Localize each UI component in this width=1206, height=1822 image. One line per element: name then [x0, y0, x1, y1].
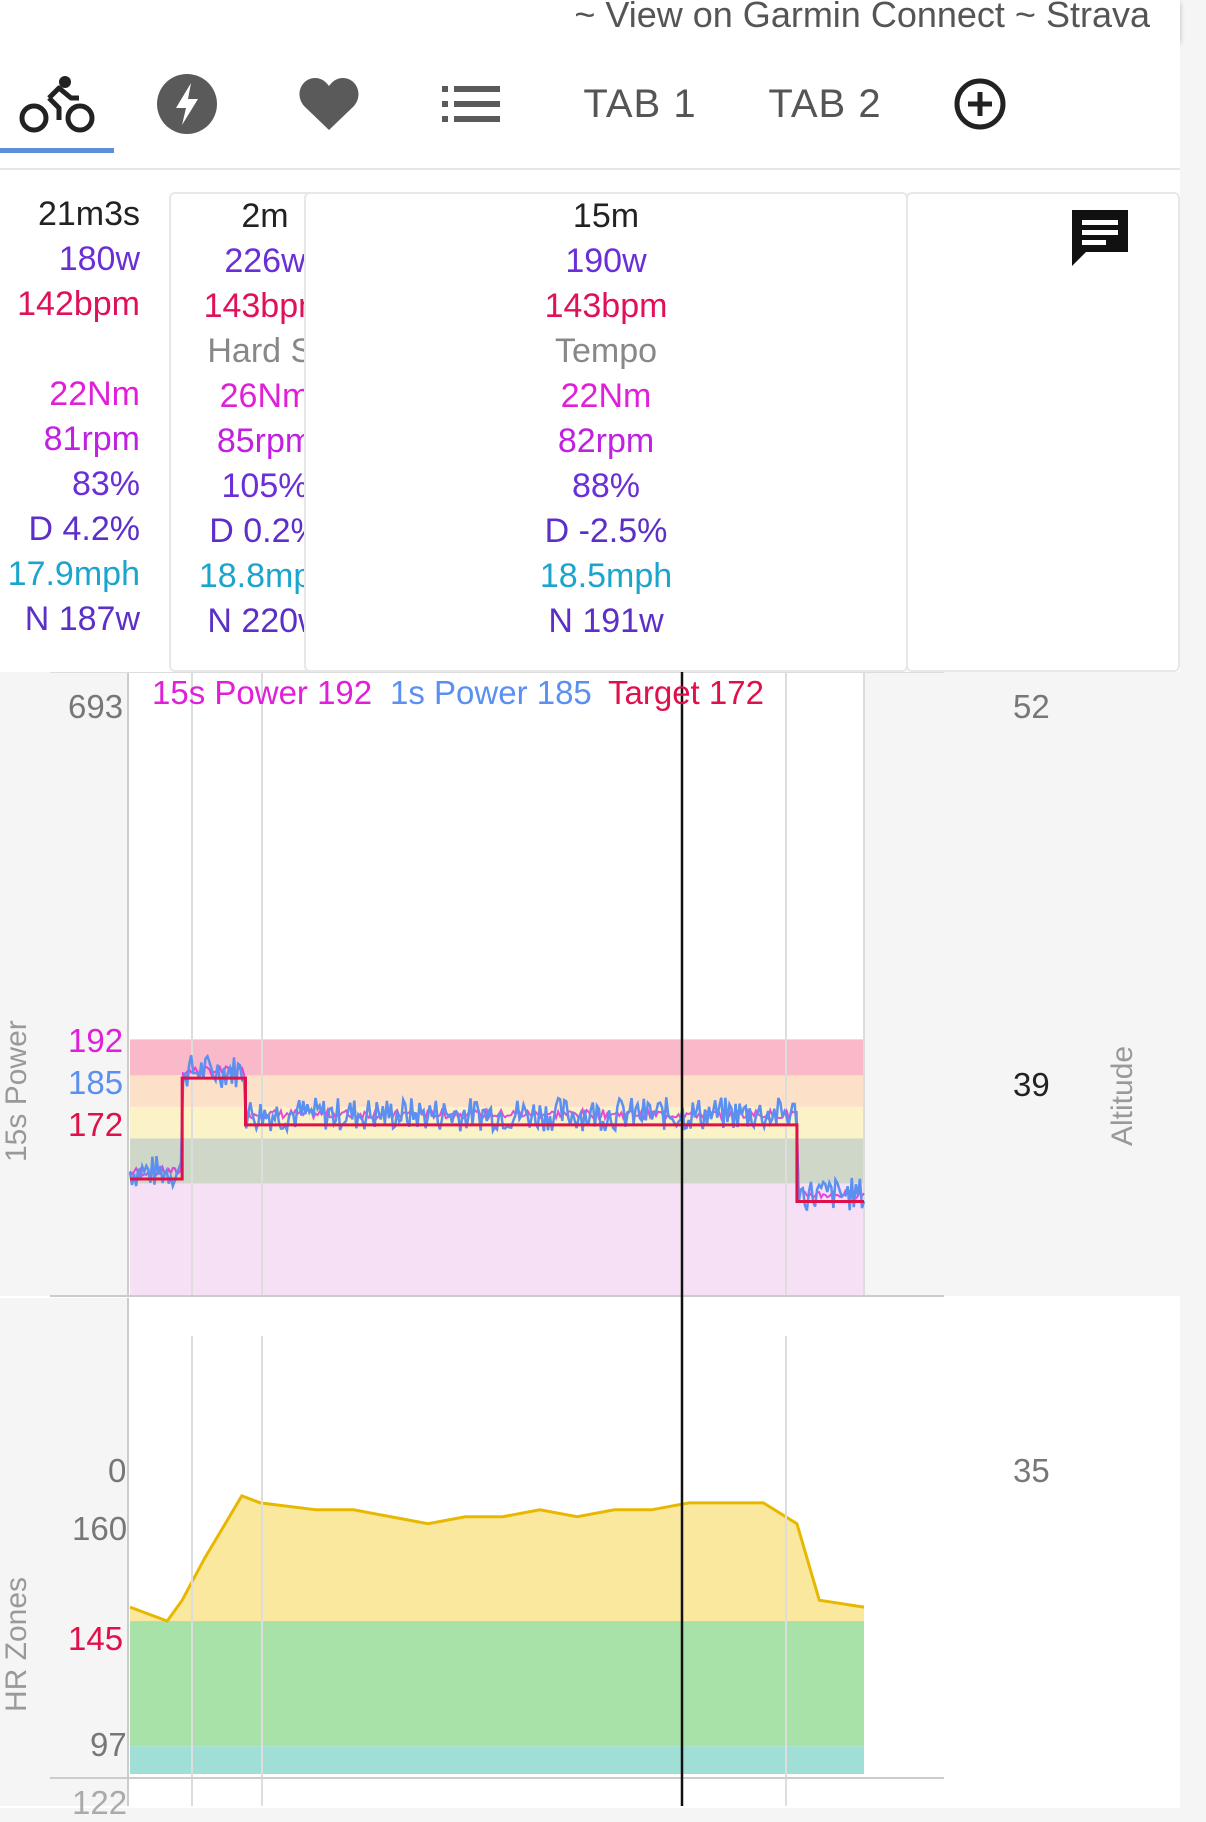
tab-bar: TAB 1 TAB 2 [0, 40, 1180, 168]
series-target [130, 1076, 864, 1203]
altitude-axis-title: Altitude [1106, 1045, 1139, 1146]
power-y-max: 693 [68, 688, 124, 725]
legend-1s-power[interactable]: 1s Power 185 [390, 674, 592, 711]
lap-zone [0, 327, 140, 372]
power-current-target: 172 [68, 1106, 124, 1143]
garmin-strava-link[interactable]: ~ View on Garmin Connect ~ Strava [574, 0, 1150, 35]
tab-power[interactable] [130, 40, 244, 168]
altitude-y-min: 35 [1013, 1452, 1050, 1489]
lap-cadence: 81rpm [43, 420, 140, 458]
hr-chart [0, 672, 1180, 1806]
lap-torque: 22Nm [49, 375, 140, 413]
tab-ride[interactable] [0, 40, 114, 168]
lap-power: 190w [565, 242, 647, 280]
lap-hr: 142bpm [17, 285, 140, 323]
hr-zone-2 [130, 1621, 864, 1747]
bike-icon [19, 76, 95, 133]
lap-summary-overall[interactable]: 21m3s 180w 142bpm 22Nm 81rpm 83% D 4.2% … [0, 192, 140, 672]
lap-cadence: 85rpm [216, 422, 314, 460]
power-chart [0, 672, 1180, 1297]
tab-heart[interactable] [272, 40, 386, 168]
lap-card-3[interactable] [906, 192, 1180, 672]
lap-speed: 17.9mph [7, 555, 140, 593]
top-bar: ~ View on Garmin Connect ~ Strava [0, 0, 1180, 40]
comment-icon[interactable] [1068, 206, 1132, 270]
tab-1[interactable]: TAB 1 [565, 40, 715, 168]
legend-15s-power[interactable]: 15s Power 192 [152, 674, 373, 711]
hr-area-fill [130, 1495, 864, 1622]
lap-torque: 26Nm [219, 377, 311, 415]
series-hr [129, 1494, 865, 1623]
lap-torque: 22Nm [560, 377, 652, 415]
lap-time: 21m3s [37, 195, 140, 233]
lap-percent: 83% [71, 465, 140, 503]
power-current-15s: 192 [68, 1022, 124, 1059]
power-zone-4 [130, 1075, 864, 1107]
hr-right-bg [864, 1298, 1180, 1806]
lap-power: 226w [224, 242, 306, 280]
external-links[interactable]: ~ View on Garmin Connect ~ Strava [574, 0, 1150, 36]
add-circle-icon [954, 78, 1006, 130]
lap-decoupling: D 4.2% [28, 510, 141, 548]
hr-y-max: 160 [72, 1510, 128, 1547]
lap-time: 2m [241, 197, 289, 235]
tab-list[interactable] [414, 40, 528, 168]
lap-cadence: 82rpm [557, 422, 655, 460]
legend-target[interactable]: Target 172 [608, 674, 764, 711]
hr-axis-title: HR Zones [0, 1576, 33, 1712]
lap-np: N 187w [24, 600, 140, 638]
power-axis-title: 15s Power [0, 1020, 33, 1162]
list-icon [442, 86, 500, 122]
series-1s-power [128, 1053, 866, 1211]
power-y-min: 0 [108, 1452, 127, 1489]
hr-y-min: 97 [90, 1726, 127, 1763]
heart-icon [299, 78, 359, 130]
lap-np: N 220w [207, 602, 323, 640]
power-zone-5 [130, 1039, 864, 1076]
tab-2[interactable]: TAB 2 [750, 40, 900, 168]
lap-np: N 191w [548, 602, 664, 640]
activity-charts[interactable] [0, 672, 1180, 1806]
lap-card-2[interactable]: 15m 190w 143bpm Tempo 22Nm 82rpm 88% D -… [304, 192, 908, 672]
power-zone-1 [130, 1183, 864, 1296]
lap-decoupling: D 0.2% [209, 512, 321, 550]
power-zone-2 [130, 1138, 864, 1184]
tab-2-label: TAB 2 [768, 81, 882, 126]
lap-power: 180w [58, 240, 140, 278]
lap-time: 15m [572, 197, 640, 235]
lap-percent: 105% [221, 467, 309, 505]
hr-zone-1 [130, 1746, 864, 1774]
lap-zone: Hard St [207, 332, 323, 370]
power-axis-bg [0, 672, 128, 1296]
altitude-y-max: 52 [1013, 688, 1050, 725]
next-chart-y-max: 122 [72, 1784, 128, 1821]
altitude-y-current: 39 [1013, 1066, 1050, 1103]
tab-add[interactable] [930, 40, 1030, 168]
active-tab-indicator [0, 148, 114, 153]
hr-current: 145 [68, 1620, 124, 1657]
lap-percent: 88% [571, 467, 641, 505]
lightning-icon [157, 74, 217, 134]
lap-speed: 18.5mph [539, 557, 673, 595]
lap-zone: Tempo [554, 332, 658, 370]
chart-area: 15s Power 192 1s Power 185 Target 172 69… [0, 672, 1180, 1821]
lap-hr: 143bpm [544, 287, 668, 325]
lap-stats: 21m3s 180w 142bpm 22Nm 81rpm 83% D 4.2% … [0, 192, 1180, 672]
hr-axis-bg [0, 1298, 128, 1806]
power-current-1s: 185 [68, 1064, 124, 1101]
tab-1-label: TAB 1 [583, 81, 697, 126]
lap-decoupling: D -2.5% [544, 512, 668, 550]
altitude-axis-bg [864, 672, 1180, 1296]
